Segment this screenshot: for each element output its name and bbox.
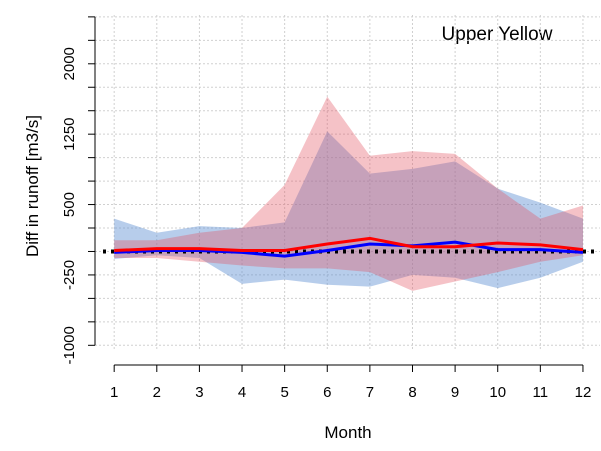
y-axis-label: Diff in runoff [m3/s]: [23, 115, 42, 257]
y-tick-label: 500: [61, 192, 78, 217]
x-tick-label: 1: [110, 384, 118, 401]
x-tick-label: 5: [280, 384, 288, 401]
y-tick-label: -1000: [61, 326, 78, 364]
x-tick-label: 2: [153, 384, 161, 401]
x-tick-label: 7: [366, 384, 374, 401]
x-tick-label: 4: [238, 384, 246, 401]
x-tick-label: 10: [489, 384, 506, 401]
y-tick-label: -250: [61, 260, 78, 290]
x-tick-label: 11: [533, 384, 549, 401]
x-axis-label: Month: [324, 423, 371, 442]
y-tick-label: 1250: [61, 117, 78, 150]
x-tick-label: 6: [323, 384, 331, 401]
line: [114, 240, 584, 258]
band: [114, 96, 583, 291]
y-tick-label: 2000: [61, 47, 78, 80]
chart-title: Upper Yellow: [442, 24, 553, 45]
x-tick-label: 3: [195, 384, 203, 401]
line: [114, 236, 584, 253]
x-tick-label: 8: [408, 384, 416, 401]
x-tick-label: 9: [451, 384, 459, 401]
x-tick-label: 12: [575, 384, 592, 401]
